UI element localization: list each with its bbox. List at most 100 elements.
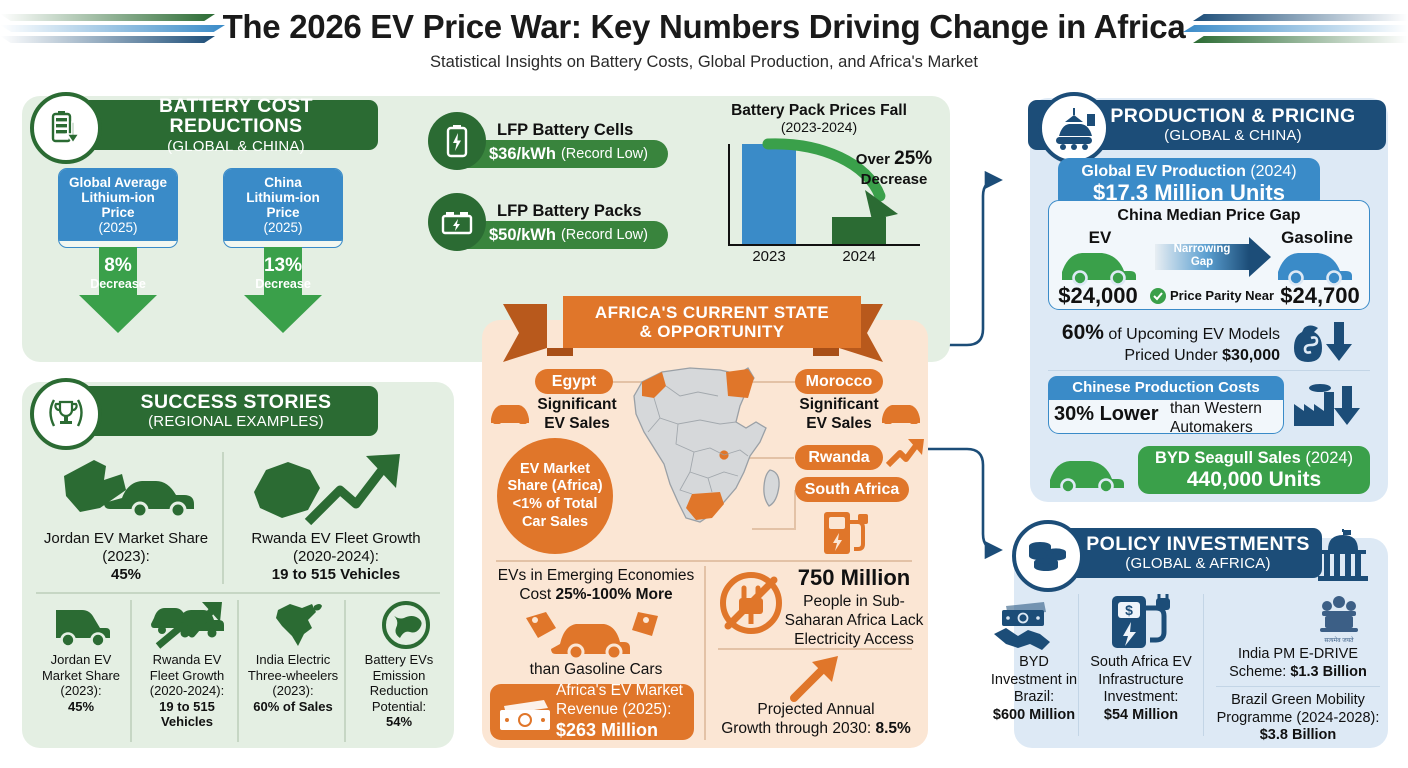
bot3-l2: Emission	[372, 667, 426, 683]
bot3-l4: Potential:	[371, 698, 427, 714]
tag-south-africa: South Africa	[795, 477, 909, 502]
page-subtitle: Statistical Insights on Battery Costs, G…	[430, 53, 978, 71]
policy-item-byd: BYD Investment in Brazil: $600 Million	[988, 654, 1080, 725]
morocco-sub2: EV Sales	[806, 414, 872, 432]
pol1-l2: Infrastructure	[1098, 671, 1184, 688]
bot2-value: 60% of Sales	[253, 698, 333, 714]
gp-year: (2024)	[1250, 163, 1297, 181]
cost-l2-bold: 25%-100% More	[555, 586, 673, 604]
success-top-rwanda: Rwanda EV Fleet Growth (2020-2024): 19 t…	[238, 530, 434, 584]
trophy-laurel-icon	[49, 399, 83, 427]
pol1-value: $54 Million	[1103, 707, 1179, 724]
pol3-value: $3.8 Billion	[1259, 727, 1337, 744]
car-icon-egypt	[491, 405, 529, 424]
policy-divider-1	[1078, 594, 1080, 736]
tag-rwanda-label: Rwanda	[808, 448, 870, 466]
check-circle-icon	[1150, 288, 1166, 304]
success-bot-cell-0: Jordan EV Market Share (2023): 45%	[34, 652, 128, 714]
handshake-money-icon	[994, 602, 1050, 650]
price-parity-note: Price Parity Near	[1170, 288, 1275, 303]
pol3-l2: Programme (2024-2028):	[1216, 709, 1380, 726]
card-global-value: $108/kWh	[59, 241, 177, 247]
battery-cell-icon	[446, 125, 468, 158]
pol0-l2: Investment in	[990, 671, 1078, 688]
growth-l2-pre: Growth through 2030:	[721, 720, 876, 738]
elec-big: 750 Million	[797, 565, 911, 590]
elec-l2: Saharan Africa Lack	[784, 611, 924, 629]
success-badge	[30, 378, 102, 450]
price-gap-left-label: EV	[1088, 228, 1112, 247]
egypt-sub2: EV Sales	[544, 414, 610, 432]
battery-price-chart: Battery Pack Prices Fall (2023-2024) 202…	[706, 102, 932, 268]
china-decrease-label: Decrease	[255, 277, 311, 291]
narrowing-gap-label: Narrowing Gap	[1155, 243, 1249, 269]
um-mid: of Upcoming EV Models	[1103, 326, 1280, 343]
tag-morocco: Morocco	[795, 369, 883, 394]
growth-l2-bold: 8.5%	[875, 720, 911, 738]
um-l2-pre: Priced Under	[1124, 346, 1223, 364]
header-stripes-left	[0, 14, 225, 48]
bot1-l2: Fleet Growth	[149, 667, 225, 683]
svg-text:$: $	[1125, 602, 1133, 618]
success-bot-cell-3: Battery EVs Emission Reduction Potential…	[352, 652, 446, 730]
battery-down-icon	[51, 111, 81, 145]
china-costs-bold: 30% Lower	[1054, 403, 1159, 425]
cc-l2: Automakers	[1170, 418, 1253, 436]
pol1-l3: Investment:	[1103, 689, 1179, 706]
chart-tick-2024: 2024	[842, 248, 876, 265]
chart-annot-2: Decrease	[860, 170, 928, 188]
charging-station-icon	[824, 512, 868, 554]
chip-cells-value: $36/kWh	[489, 144, 556, 163]
pol1-l1: South Africa EV	[1090, 654, 1192, 670]
price-gap-right-value: $24,700	[1280, 283, 1360, 308]
policy-badge	[1012, 520, 1084, 592]
ms-l3: <1% of Total	[512, 496, 598, 512]
india-emblem-icon: सत्यमेव जयते	[1320, 596, 1358, 644]
leader-southafrica-h	[752, 528, 796, 530]
ev-charger-dollar-icon: $	[1112, 594, 1170, 648]
gap-l2: Gap	[1190, 256, 1214, 269]
egypt-caption: Significant EV Sales	[524, 396, 630, 433]
no-plug-icon	[720, 572, 782, 634]
rev-l2: Revenue (2025):	[556, 701, 672, 719]
card-global-title2: Lithium-ion Price	[81, 190, 155, 221]
success-top-divider	[222, 452, 224, 584]
bar-2024	[832, 217, 886, 244]
byd-label: BYD Seagull Sales	[1154, 449, 1301, 468]
chip-packs-note: (Record Low)	[560, 227, 648, 243]
globe-icon	[382, 601, 430, 649]
elec-l1: People in Sub-	[803, 592, 905, 610]
leader-rwanda	[732, 457, 794, 459]
policy-right-divider	[1216, 686, 1380, 688]
africa-col-divider	[704, 566, 706, 740]
success-bot-divider-3	[344, 600, 346, 742]
battery-cell-icon-circle	[428, 112, 486, 170]
battery-pack-icon	[441, 212, 473, 235]
success-header-line1: SUCCESS STORIES	[140, 390, 332, 413]
bar-2023	[742, 144, 796, 244]
success-top-jordan: Jordan EV Market Share (2023): 45%	[36, 530, 216, 584]
production-header-line2: (GLOBAL & CHINA)	[1164, 127, 1302, 145]
factory-down-icon	[1294, 384, 1360, 426]
cost-l1: EVs in Emerging Economies	[497, 567, 695, 584]
coin-stacks-icon	[1029, 542, 1066, 571]
cc-l1: than Western	[1170, 400, 1262, 417]
card-global-title: Global Average	[68, 175, 168, 190]
africa-right-divider	[718, 648, 912, 650]
tag-egypt: Egypt	[535, 369, 613, 394]
growth-l1: Projected Annual	[757, 701, 875, 718]
bot0-l3: (2023):	[60, 683, 102, 699]
bot3-l1: Battery EVs	[364, 652, 434, 667]
india-map-icon	[276, 604, 322, 646]
price-gap-title: China Median Price Gap	[1117, 207, 1301, 224]
card-global-year: (2025)	[98, 220, 138, 236]
leader-southafrica-v	[794, 490, 796, 530]
leader-egypt	[610, 381, 668, 383]
policy-divider-2	[1203, 594, 1205, 736]
pol2-l2-pre: Scheme:	[1229, 663, 1291, 680]
rev-l3: $263 Million	[556, 719, 659, 740]
china-decrease-pct: 13%	[263, 255, 303, 276]
ms-l1: EV Market	[519, 460, 591, 477]
africa-ribbon: AFRICA'S CURRENT STATE & OPPORTUNITY	[503, 296, 965, 362]
